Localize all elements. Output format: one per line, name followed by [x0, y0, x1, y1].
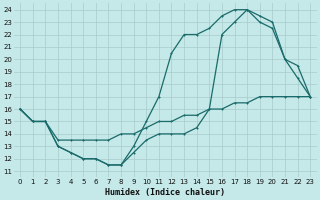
- X-axis label: Humidex (Indice chaleur): Humidex (Indice chaleur): [105, 188, 225, 197]
